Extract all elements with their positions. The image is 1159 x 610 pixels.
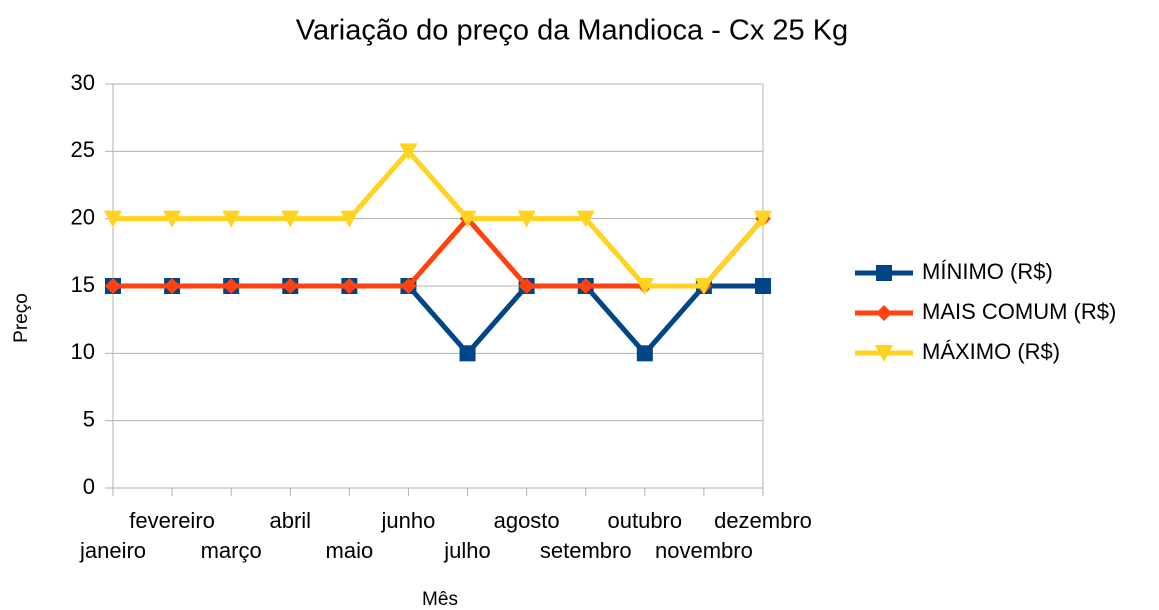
x-tick-label: novembro bbox=[655, 538, 753, 563]
y-tick-label: 20 bbox=[71, 204, 95, 229]
marker bbox=[636, 345, 653, 362]
marker bbox=[282, 278, 299, 294]
legend-marker bbox=[876, 265, 892, 281]
legend-label: MÍNIMO (R$) bbox=[922, 259, 1053, 284]
marker bbox=[459, 345, 476, 362]
marker bbox=[635, 278, 654, 295]
x-axis-label: Mês bbox=[422, 589, 458, 610]
x-tick-label: setembro bbox=[540, 538, 632, 563]
x-tick-label: maio bbox=[326, 538, 374, 563]
legend-marker bbox=[876, 305, 892, 321]
y-tick-label: 25 bbox=[71, 137, 95, 162]
y-tick-label: 30 bbox=[71, 70, 95, 95]
marker bbox=[518, 278, 535, 294]
series-line bbox=[113, 148, 765, 289]
marker bbox=[576, 210, 595, 228]
x-tick-label: dezembro bbox=[714, 508, 812, 533]
marker bbox=[754, 210, 772, 228]
marker bbox=[694, 278, 713, 295]
y-tick-label: 10 bbox=[71, 339, 95, 364]
marker bbox=[340, 210, 359, 228]
marker bbox=[163, 210, 182, 228]
legend-label: MAIS COMUM (R$) bbox=[922, 299, 1116, 324]
x-tick-label: abril bbox=[269, 508, 311, 533]
marker bbox=[223, 278, 240, 294]
marker bbox=[399, 143, 418, 161]
marker bbox=[104, 210, 122, 228]
marker bbox=[577, 278, 594, 294]
marker bbox=[755, 278, 771, 294]
series-line bbox=[113, 283, 763, 356]
marker bbox=[281, 210, 300, 228]
y-axis-label: Preço bbox=[11, 293, 32, 343]
marker bbox=[164, 278, 181, 294]
marker bbox=[222, 210, 241, 228]
chart-title: Variação do preço da Mandioca - Cx 25 Kg bbox=[296, 15, 848, 47]
marker bbox=[341, 278, 358, 294]
marker bbox=[517, 210, 536, 228]
x-tick-label: agosto bbox=[494, 508, 560, 533]
x-tick-label: fevereiro bbox=[129, 508, 215, 533]
x-tick-label: outubro bbox=[608, 508, 683, 533]
y-tick-label: 0 bbox=[83, 474, 95, 499]
x-tick-label: março bbox=[201, 538, 262, 563]
x-tick-label: junho bbox=[381, 508, 436, 533]
y-tick-label: 15 bbox=[71, 272, 95, 297]
legend-marker bbox=[875, 345, 893, 362]
legend-label: MÁXIMO (R$) bbox=[922, 339, 1060, 364]
marker bbox=[105, 278, 121, 294]
x-tick-label: janeiro bbox=[79, 538, 146, 563]
x-tick-label: julho bbox=[443, 538, 490, 563]
marker bbox=[458, 210, 477, 228]
y-tick-label: 5 bbox=[83, 406, 95, 431]
series-line bbox=[113, 216, 765, 289]
marker bbox=[400, 278, 417, 294]
